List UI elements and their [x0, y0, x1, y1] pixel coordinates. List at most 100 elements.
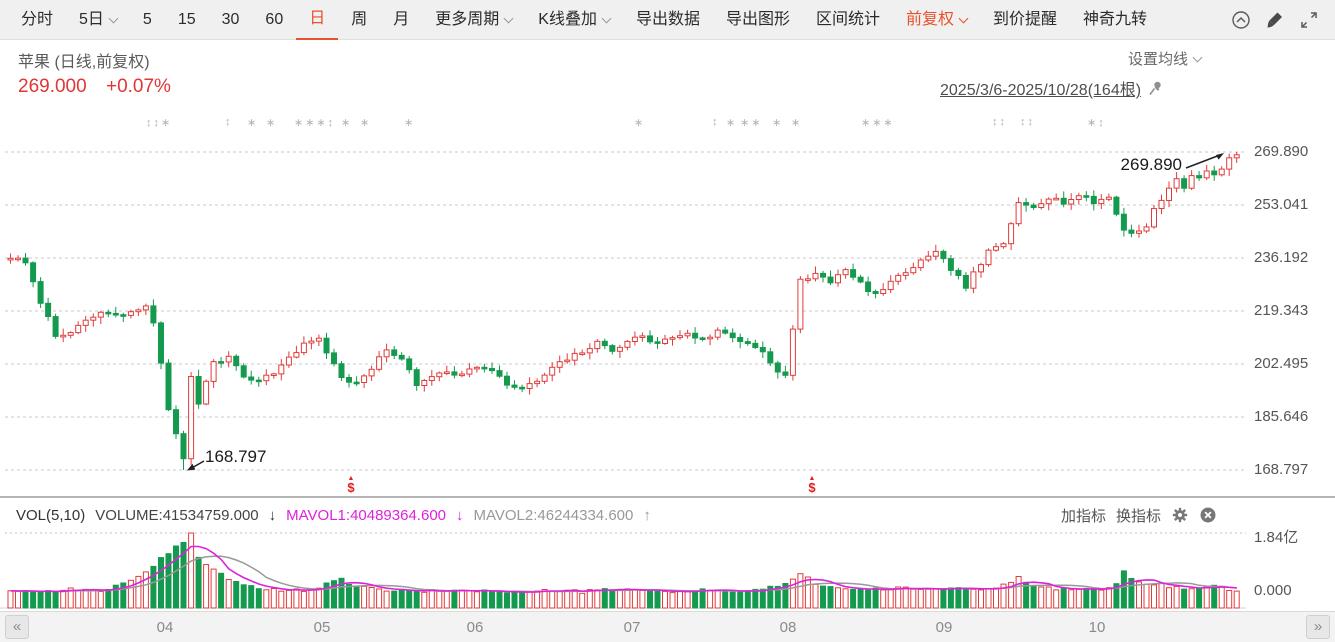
date-range-link[interactable]: 2025/3/6-2025/10/28(164根) — [940, 82, 1142, 99]
event-marker-icon[interactable]: ∗ — [360, 117, 372, 129]
event-marker-icon[interactable]: ∗ — [791, 117, 803, 129]
low-annotation: 168.797 — [205, 447, 267, 466]
toolbar-item-label: 前复权 — [906, 11, 955, 28]
up-triangle-icon: ▲ — [347, 475, 355, 482]
toolbar-item-label: 区间统计 — [816, 11, 881, 28]
high-annotation: 269.890 — [1120, 155, 1182, 174]
toolbar-item-range-stats[interactable]: 区间统计 — [803, 0, 893, 40]
toolbar-item-day[interactable]: 日 — [296, 0, 339, 40]
volume-actions: 加指标 换指标 — [1061, 505, 1217, 526]
toolbar-item-label: 5日 — [79, 11, 104, 28]
toolbar-item-label: 神奇九转 — [1083, 11, 1148, 28]
price-axis-tick: 236.192 — [1254, 249, 1309, 266]
dividend-symbol: $ — [347, 480, 355, 495]
chevron-down-icon — [108, 13, 119, 23]
toolbar-item-label: 分时 — [21, 11, 54, 28]
price-axis-tick: 269.890 — [1254, 143, 1309, 160]
toolbar-item-min-30[interactable]: 30 — [209, 0, 253, 40]
toolbar-item-label: 5 — [142, 11, 152, 28]
price-axis-tick: 253.041 — [1254, 196, 1309, 213]
collapse-circle-icon[interactable] — [1231, 10, 1251, 30]
toolbar-item-price-alert[interactable]: 到价提醒 — [980, 0, 1070, 40]
mavol2-value: MAVOL2:46244334.600 — [473, 506, 634, 524]
toolbar-item-export-image[interactable]: 导出图形 — [713, 0, 803, 40]
mavol1-down-arrow-icon: ↓ — [456, 506, 464, 524]
event-marker-icon[interactable]: ↕ — [712, 116, 720, 128]
fullscreen-icon[interactable] — [1299, 10, 1319, 30]
toolbar-item-label: 更多周期 — [435, 11, 500, 28]
toolbar-item-min-60[interactable]: 60 — [252, 0, 296, 40]
event-markers-row: ↕↕∗ ↕ ∗ ∗ ∗∗∗↕ ∗ ∗ ∗ ∗ ↕ ∗ ∗∗ ∗ ∗ ∗∗∗ ↕↕ ↕↕ ∗↕ — [0, 116, 1335, 134]
period-toolbar-items: 分时 5日 5 15 30 60 日 周 月 更多周期 K线叠加 导出数据 导出图形 区间统计 前复权 到价提… — [8, 0, 1160, 40]
scroll-right-button[interactable]: » — [1306, 615, 1330, 639]
x-axis-month-label: 10 — [1088, 619, 1106, 636]
event-marker-icon[interactable]: ↕↕ — [1020, 116, 1035, 128]
event-marker-icon[interactable]: ∗ — [772, 117, 784, 129]
x-axis-scrollbar[interactable]: « » 04 05 06 07 08 09 10 — [0, 611, 1335, 642]
toolbar-item-export-data[interactable]: 导出数据 — [623, 0, 713, 40]
event-marker-icon[interactable]: ∗↕ — [1087, 117, 1106, 129]
toolbar-item-minute[interactable]: 分时 — [8, 0, 66, 40]
toolbar-item-min-15[interactable]: 15 — [165, 0, 209, 40]
scroll-left-button[interactable]: « — [5, 615, 29, 639]
event-marker-icon[interactable]: ∗ — [247, 117, 259, 129]
toolbar-right-icons — [1231, 10, 1327, 30]
event-marker-icon[interactable]: ∗∗∗↕ — [294, 117, 336, 129]
volume-down-arrow-icon: ↓ — [268, 506, 277, 524]
toolbar-item-label: K线叠加 — [538, 11, 597, 28]
mavol1-value: MAVOL1:40489364.600 — [286, 506, 446, 524]
dividend-marker[interactable]: ▲ $ — [344, 475, 358, 495]
ma-settings-button[interactable]: 设置均线 — [1128, 48, 1203, 69]
price-axis-tick: 185.646 — [1254, 407, 1309, 425]
pin-icon[interactable] — [1147, 80, 1164, 97]
event-marker-icon[interactable]: ∗∗∗ — [861, 117, 895, 129]
up-triangle-icon: ▲ — [808, 475, 816, 482]
toolbar-item-magic-nine[interactable]: 神奇九转 — [1070, 0, 1160, 40]
toolbar-item-label: 周 — [351, 11, 368, 28]
event-marker-icon[interactable]: ↕↕∗ — [146, 117, 173, 129]
event-marker-icon[interactable]: ∗ — [404, 117, 416, 129]
event-marker-icon[interactable]: ∗ — [266, 117, 278, 129]
gear-icon[interactable] — [1171, 506, 1189, 524]
price-axis-tick: 202.495 — [1254, 354, 1309, 372]
event-marker-icon[interactable]: ∗ — [634, 117, 646, 129]
x-axis-month-label: 06 — [466, 619, 484, 636]
close-icon[interactable] — [1199, 506, 1217, 524]
chevron-down-icon — [601, 13, 612, 23]
volume-header: VOL(5,10) VOLUME:41534759.000 ↓ MAVOL1:4… — [0, 501, 1335, 529]
x-axis-month-label: 09 — [935, 619, 953, 636]
event-marker-icon[interactable]: ↕ — [225, 116, 233, 128]
event-marker-icon[interactable]: ∗ — [726, 117, 738, 129]
toolbar-item-month[interactable]: 月 — [380, 0, 422, 40]
price-axis-tick: 168.797 — [1254, 461, 1309, 478]
toolbar-item-kline-overlay[interactable]: K线叠加 — [525, 0, 623, 40]
chevron-down-icon — [503, 13, 514, 23]
toolbar-item-label: 日 — [309, 10, 326, 27]
ma-settings-label: 设置均线 — [1128, 51, 1189, 68]
toolbar-item-label: 到价提醒 — [993, 11, 1058, 28]
price-change-pct: +0.07% — [105, 76, 171, 97]
toolbar-item-five-day[interactable]: 5日 — [66, 0, 130, 40]
last-price: 269.000 — [18, 76, 87, 97]
event-marker-icon[interactable]: ↕↕ — [992, 116, 1007, 128]
toolbar-item-more-periods[interactable]: 更多周期 — [422, 0, 525, 40]
toolbar-item-adjustment[interactable]: 前复权 — [893, 0, 980, 40]
volume-indicator-name: VOL(5,10) — [16, 506, 86, 524]
switch-indicator-button[interactable]: 换指标 — [1115, 507, 1161, 525]
x-axis-month-label: 04 — [156, 619, 174, 636]
toolbar-item-min-5[interactable]: 5 — [130, 0, 165, 40]
dividend-marker[interactable]: ▲ $ — [805, 475, 819, 495]
price-row: 269.000 +0.07% — [18, 76, 171, 98]
event-marker-icon[interactable]: ∗ — [341, 117, 353, 129]
mavol2-up-arrow-icon: ↑ — [643, 506, 651, 524]
brush-icon[interactable] — [1265, 10, 1285, 30]
chevron-down-icon — [1192, 52, 1203, 62]
chart-title: 苹果 (日线,前复权) — [18, 54, 150, 71]
event-marker-icon[interactable]: ∗∗ — [740, 117, 763, 129]
x-axis-month-label: 05 — [313, 619, 331, 636]
add-indicator-button[interactable]: 加指标 — [1060, 507, 1106, 525]
dividend-symbol: $ — [808, 480, 816, 495]
volume-value: VOLUME:41534759.000 — [95, 506, 259, 524]
toolbar-item-week[interactable]: 周 — [338, 0, 380, 40]
